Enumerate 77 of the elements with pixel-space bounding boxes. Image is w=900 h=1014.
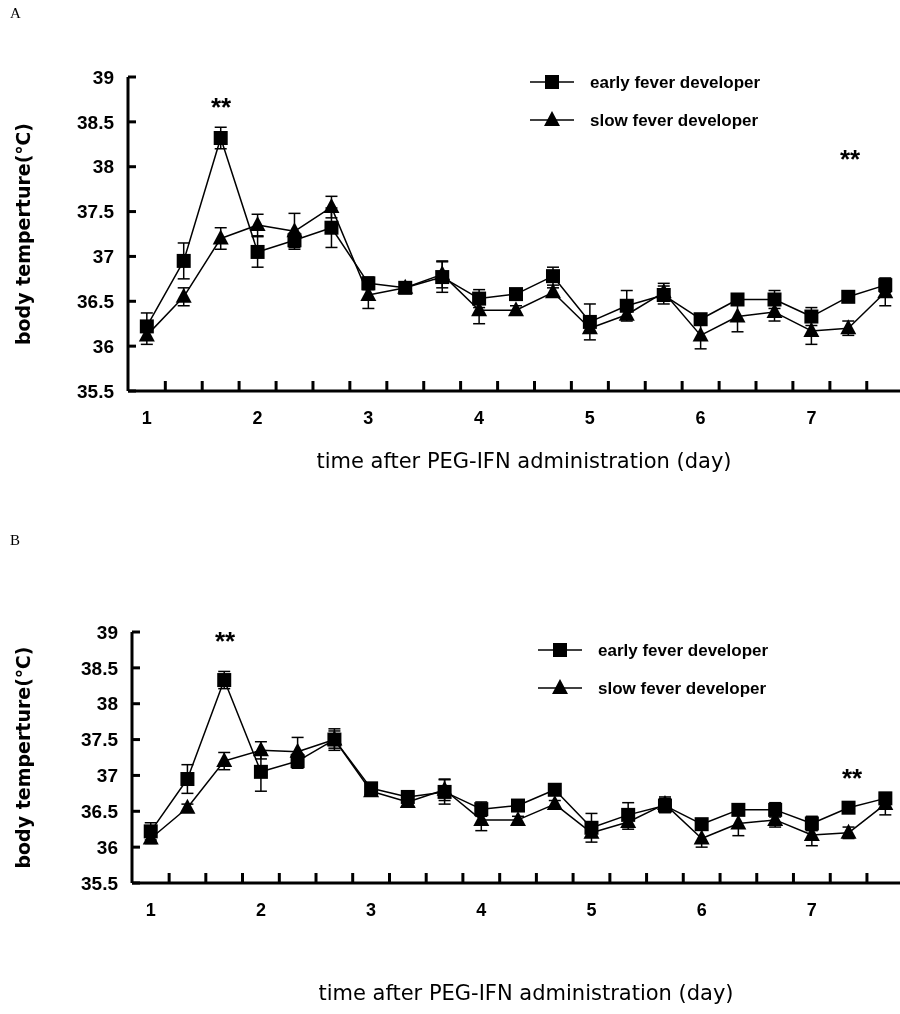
x-axis-title: time after PEG-IFN administration (day) [316,449,732,473]
x-tick-label: 6 [695,408,706,428]
y-tick-label: 37 [92,246,114,268]
chart-title: B [10,532,21,548]
y-tick-label: 39 [92,66,114,88]
legend-label: early fever developer [590,72,761,92]
y-tick-label: 38.5 [77,111,115,133]
point [730,292,745,307]
annotation: ** [210,92,232,122]
x-tick-label: 4 [476,900,487,920]
y-tick-label: 37.5 [81,729,119,751]
x-tick-label: 3 [366,900,377,920]
x-tick-label: 6 [696,900,707,920]
point [841,289,856,304]
legend-label: slow fever developer [598,678,767,698]
y-tick-label: 38.5 [81,657,119,679]
point [289,742,306,758]
y-tick-label: 38 [92,156,114,178]
point [250,244,265,259]
point [729,307,746,323]
point [324,220,339,235]
x-tick-label: 2 [255,900,266,920]
point [179,798,196,814]
point [249,216,266,232]
point [547,782,562,797]
point [253,764,268,779]
x-tick-label: 1 [141,408,152,428]
point [694,817,709,832]
y-tick-label: 37.5 [77,201,115,223]
point [175,287,192,303]
annotation: ** [841,763,863,793]
legend-label: early fever developer [598,640,769,660]
point [213,131,228,146]
y-tick-label: 36.5 [77,290,115,312]
x-tick-label: 4 [474,408,485,428]
point [507,301,524,317]
y-tick-label: 39 [96,621,118,643]
x-tick-label: 1 [145,900,156,920]
x-tick-label: 5 [586,900,597,920]
y-tick-label: 36 [96,836,118,858]
annotation: ** [214,626,236,656]
point [509,810,526,826]
legend-label: slow fever developer [590,110,759,130]
point [841,800,856,815]
point [693,312,708,327]
x-tick-label: 3 [363,408,374,428]
y-tick-label: 37 [96,765,118,787]
y-tick-label: 35.5 [77,380,115,402]
x-tick-label: 7 [806,408,817,428]
point [544,283,561,299]
point [730,814,747,830]
point [803,321,820,337]
point [508,287,523,302]
x-tick-label: 7 [806,900,817,920]
chart-title: A [10,5,21,21]
point [731,802,746,817]
x-tick-label: 2 [252,408,263,428]
x-tick-label: 5 [584,408,595,428]
y-axis-title: body temperture(℃) [12,646,34,869]
annotation: ** [839,144,861,174]
point [323,198,340,214]
point [180,772,195,787]
y-axis-title: body temperture(℃) [12,122,34,346]
point [546,795,563,811]
y-tick-label: 35.5 [81,872,119,894]
point [212,229,229,245]
y-tick-label: 38 [96,693,118,715]
y-tick-label: 36.5 [81,800,119,822]
point [436,780,453,796]
y-tick-label: 36 [92,335,114,357]
point [510,798,525,813]
point [692,326,709,342]
point [655,283,672,299]
point [176,253,191,268]
point [286,222,303,238]
point [434,265,451,281]
x-axis-title: time after PEG-IFN administration (day) [318,981,734,1005]
